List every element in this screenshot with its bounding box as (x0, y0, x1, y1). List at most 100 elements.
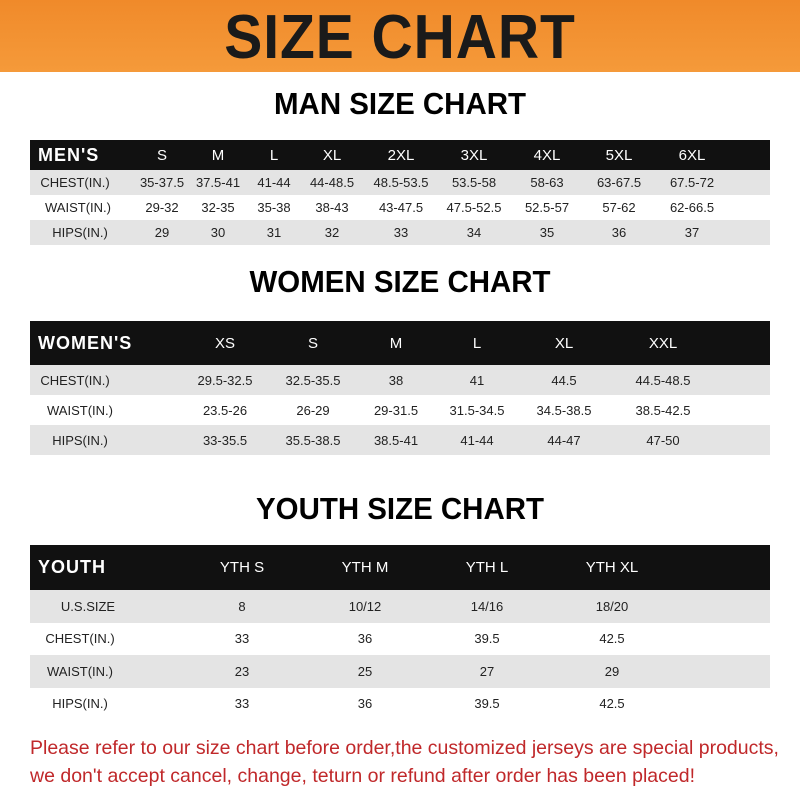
table-row: WAIST(IN.) 29-32 32-35 35-38 38-43 43-47.5 47.… (30, 195, 770, 220)
men-section-title: MAN SIZE CHART (274, 86, 526, 121)
table-cell: 41-44 (257, 175, 291, 190)
size-header-cell: L (269, 146, 279, 164)
women-size-table: WOMEN'S XS S M L XL XXL CHEST(IN.) 29.5-32.5 32.5… (30, 321, 770, 455)
table-cell: 42.5 (599, 631, 625, 647)
table-cell: 37.5-41 (195, 175, 241, 190)
table-cell: 47.5-52.5 (446, 200, 502, 215)
table-cell: 52.5-57 (524, 200, 570, 215)
table-row: HIPS(IN.) 29 30 31 32 33 34 35 36 37 (30, 220, 770, 245)
table-row: HIPS(IN.) 33-35.5 35.5-38.5 38.5-41 41-44 44-… (30, 425, 770, 455)
youth-size-table: YOUTH YTH S YTH M YTH L YTH XL U.S.SIZE 8 10/12… (30, 545, 770, 720)
order-notice: Please refer to our size chart before or… (30, 734, 790, 790)
table-cell: 10/12 (348, 598, 382, 614)
table-row: HIPS(IN.) 33 36 39.5 42.5 (30, 687, 770, 720)
row-label: CHEST(IN.) (40, 372, 110, 388)
table-cell: 36 (357, 696, 373, 712)
table-cell: 63-67.5 (596, 175, 642, 190)
table-cell: 67.5-72 (669, 175, 715, 190)
size-header-cell: YTH M (341, 559, 389, 576)
table-cell: 62-66.5 (669, 200, 715, 215)
table-cell: 33 (234, 696, 250, 712)
youth-header-label: YOUTH (38, 557, 106, 577)
size-header-cell: 2XL (387, 146, 415, 164)
table-cell: 37 (684, 225, 700, 240)
size-header-cell: 5XL (605, 146, 633, 164)
table-cell: 33 (393, 225, 409, 240)
men-size-table: MEN'S S M L XL 2XL 3XL 4XL 5XL 6XL CHEST(IN.) 35-37… (30, 140, 770, 245)
notice-line-2: we don't accept cancel, change, teturn o… (30, 765, 695, 787)
notice-line-1: Please refer to our size chart before or… (30, 737, 779, 759)
table-cell: 41-44 (460, 432, 494, 448)
row-label: CHEST(IN.) (45, 631, 115, 647)
table-cell: 41 (469, 372, 485, 388)
table-cell: 29-31.5 (373, 402, 419, 418)
men-header-row: MEN'S S M L XL 2XL 3XL 4XL 5XL 6XL (30, 140, 770, 170)
table-cell: 29-32 (145, 200, 179, 215)
row-label: HIPS(IN.) (52, 225, 108, 240)
table-cell: 38.5-41 (373, 432, 419, 448)
table-row: CHEST(IN.) 33 36 39.5 42.5 (30, 622, 770, 655)
table-cell: 38 (388, 372, 404, 388)
table-cell: 23.5-26 (202, 402, 248, 418)
size-header-cell: XXL (648, 334, 678, 352)
table-row: WAIST(IN.) 23 25 27 29 (30, 655, 770, 688)
table-cell: 38.5-42.5 (635, 402, 691, 418)
table-cell: 36 (357, 631, 373, 647)
table-cell: 38-43 (315, 200, 349, 215)
table-cell: 30 (210, 225, 226, 240)
table-cell: 33-35.5 (202, 432, 248, 448)
youth-header-row: YOUTH YTH S YTH M YTH L YTH XL (30, 545, 770, 590)
table-cell: 44-48.5 (309, 175, 355, 190)
table-cell: 44-47 (547, 432, 581, 448)
table-cell: 29 (604, 663, 620, 679)
size-header-cell: 6XL (678, 146, 706, 164)
size-header-cell: L (472, 334, 482, 352)
row-label: WAIST(IN.) (47, 663, 113, 679)
table-row: CHEST(IN.) 35-37.5 37.5-41 41-44 44-48.5 48.5… (30, 170, 770, 195)
table-cell: 32-35 (201, 200, 235, 215)
title-banner: SIZE CHART (0, 0, 800, 72)
size-header-cell: S (156, 146, 168, 164)
table-cell: 44.5 (551, 372, 577, 388)
table-cell: 36 (611, 225, 627, 240)
size-header-cell: M (211, 146, 225, 164)
table-cell: 33 (234, 631, 250, 647)
women-header-row: WOMEN'S XS S M L XL XXL (30, 321, 770, 365)
table-cell: 57-62 (602, 200, 636, 215)
table-cell: 31.5-34.5 (449, 402, 505, 418)
table-cell: 39.5 (474, 696, 500, 712)
table-cell: 53.5-58 (451, 175, 497, 190)
table-cell: 23 (234, 663, 250, 679)
table-cell: 25 (357, 663, 373, 679)
table-cell: 58-63 (530, 175, 564, 190)
table-cell: 14/16 (470, 598, 504, 614)
size-header-cell: YTH S (219, 559, 265, 576)
table-cell: 48.5-53.5 (373, 175, 429, 190)
size-header-cell: XL (322, 146, 342, 164)
table-cell: 47-50 (646, 432, 680, 448)
table-cell: 8 (238, 598, 246, 614)
women-header-label: WOMEN'S (38, 332, 133, 353)
size-header-cell: M (389, 334, 403, 352)
size-header-cell: 3XL (460, 146, 488, 164)
women-section-title: WOMEN SIZE CHART (249, 264, 551, 299)
table-cell: 27 (479, 663, 495, 679)
table-cell: 32.5-35.5 (285, 372, 341, 388)
men-header-label: MEN'S (38, 144, 100, 165)
row-label: WAIST(IN.) (45, 200, 111, 215)
table-cell: 34 (466, 225, 482, 240)
row-label: HIPS(IN.) (52, 696, 108, 712)
table-cell: 26-29 (296, 402, 330, 418)
table-cell: 43-47.5 (378, 200, 424, 215)
table-cell: 18/20 (595, 598, 629, 614)
table-cell: 34.5-38.5 (536, 402, 592, 418)
size-header-cell: XL (554, 334, 574, 352)
table-cell: 32 (324, 225, 340, 240)
table-cell: 42.5 (599, 696, 625, 712)
row-label: U.S.SIZE (60, 598, 116, 614)
table-cell: 35-38 (257, 200, 291, 215)
table-row: WAIST(IN.) 23.5-26 26-29 29-31.5 31.5-34.5 34… (30, 395, 770, 425)
size-header-cell: YTH XL (585, 559, 639, 576)
table-cell: 31 (266, 225, 282, 240)
row-label: CHEST(IN.) (40, 175, 110, 190)
